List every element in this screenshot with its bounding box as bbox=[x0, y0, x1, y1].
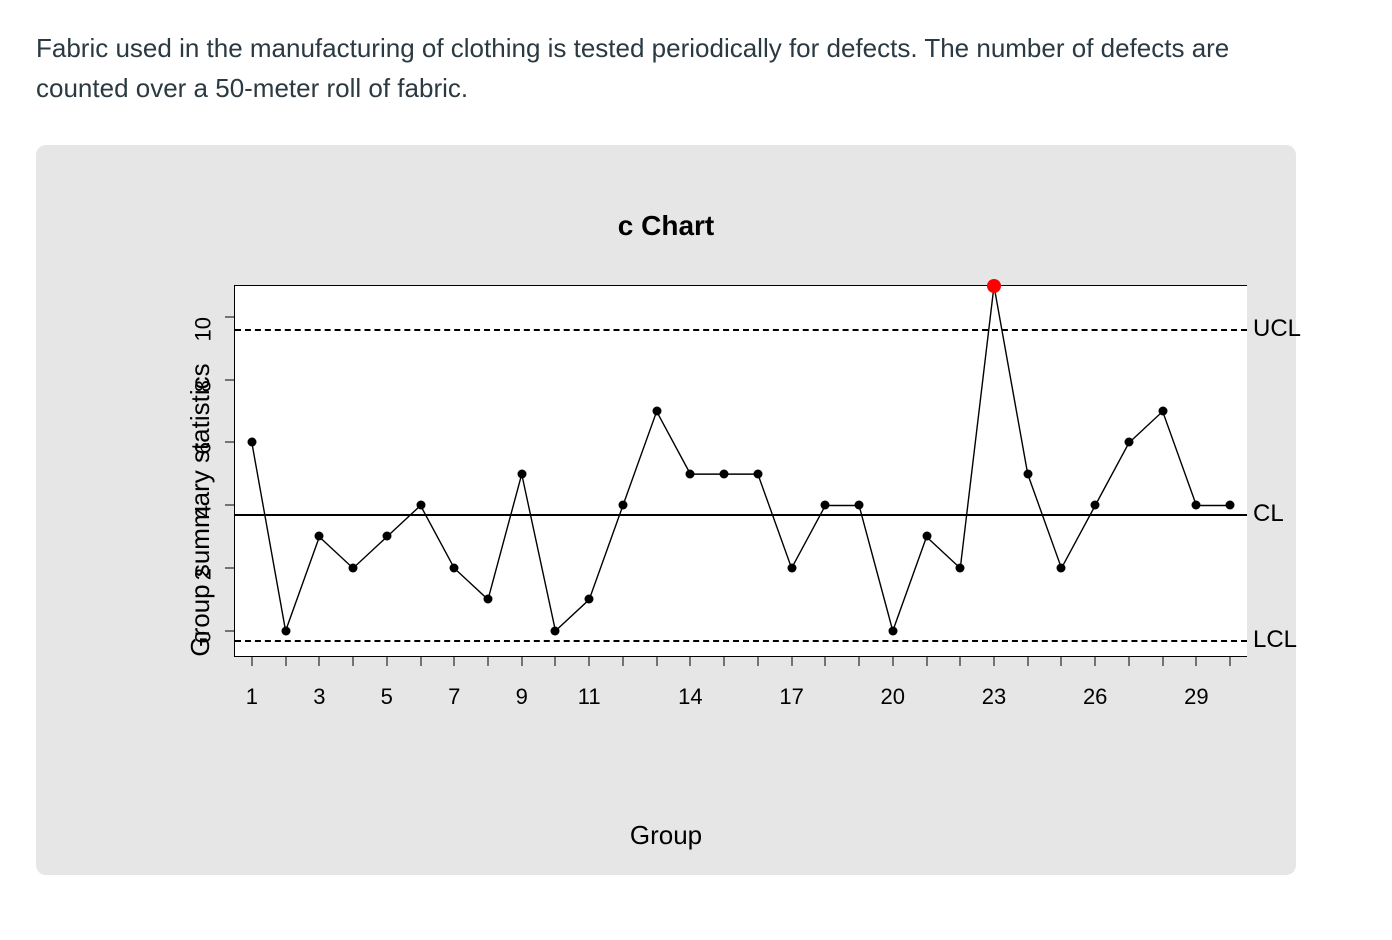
data-point bbox=[922, 532, 931, 541]
cl-label: CL bbox=[1253, 500, 1284, 528]
out-of-control-point bbox=[987, 279, 1001, 293]
y-tick-mark bbox=[225, 379, 235, 380]
data-point bbox=[382, 532, 391, 541]
data-point bbox=[1192, 501, 1201, 510]
data-point bbox=[753, 469, 762, 478]
data-point bbox=[484, 595, 493, 604]
x-tick-mark bbox=[960, 656, 961, 666]
x-tick-mark bbox=[622, 656, 623, 666]
x-tick-mark bbox=[892, 656, 893, 666]
series-line bbox=[252, 286, 1230, 631]
x-tick-label: 14 bbox=[678, 684, 702, 710]
chart-title-line1: c Chart bbox=[618, 210, 714, 241]
x-tick-mark bbox=[859, 656, 860, 666]
x-tick-label: 17 bbox=[779, 684, 803, 710]
data-point bbox=[1226, 501, 1235, 510]
x-tick-mark bbox=[791, 656, 792, 666]
y-tick-mark bbox=[225, 630, 235, 631]
x-tick-mark bbox=[1196, 656, 1197, 666]
x-tick-mark bbox=[353, 656, 354, 666]
y-tick-label: 8 bbox=[190, 380, 216, 392]
data-point bbox=[416, 501, 425, 510]
data-point bbox=[517, 469, 526, 478]
x-tick-mark bbox=[656, 656, 657, 666]
x-tick-label: 29 bbox=[1184, 684, 1208, 710]
data-point bbox=[618, 501, 627, 510]
y-tick-mark bbox=[225, 567, 235, 568]
data-point bbox=[787, 563, 796, 572]
y-tick-mark bbox=[225, 316, 235, 317]
data-point bbox=[281, 626, 290, 635]
y-tick-label: 6 bbox=[190, 442, 216, 454]
x-tick-mark bbox=[420, 656, 421, 666]
data-point bbox=[1023, 469, 1032, 478]
data-point bbox=[720, 469, 729, 478]
x-tick-mark bbox=[690, 656, 691, 666]
data-point bbox=[1057, 563, 1066, 572]
x-tick-mark bbox=[825, 656, 826, 666]
x-tick-mark bbox=[521, 656, 522, 666]
x-tick-mark bbox=[251, 656, 252, 666]
data-point bbox=[450, 563, 459, 572]
x-tick-mark bbox=[1230, 656, 1231, 666]
x-tick-mark bbox=[488, 656, 489, 666]
x-tick-mark bbox=[1162, 656, 1163, 666]
data-point bbox=[551, 626, 560, 635]
data-point bbox=[349, 563, 358, 572]
x-axis-title: Group bbox=[36, 820, 1296, 851]
plot-area: 02468101357911141720232629UCLCLLCL bbox=[234, 285, 1247, 657]
x-tick-mark bbox=[386, 656, 387, 666]
x-tick-mark bbox=[1128, 656, 1129, 666]
x-tick-label: 26 bbox=[1083, 684, 1107, 710]
data-point bbox=[1124, 438, 1133, 447]
lcl-label: LCL bbox=[1253, 626, 1297, 654]
x-tick-mark bbox=[285, 656, 286, 666]
data-point bbox=[821, 501, 830, 510]
y-tick-label: 0 bbox=[190, 631, 216, 643]
lcl-line bbox=[235, 640, 1247, 642]
x-tick-mark bbox=[724, 656, 725, 666]
data-point bbox=[855, 501, 864, 510]
x-tick-mark bbox=[589, 656, 590, 666]
x-tick-label: 5 bbox=[381, 684, 393, 710]
x-tick-mark bbox=[757, 656, 758, 666]
x-tick-mark bbox=[319, 656, 320, 666]
x-tick-label: 3 bbox=[313, 684, 325, 710]
x-tick-mark bbox=[1061, 656, 1062, 666]
x-tick-mark bbox=[1027, 656, 1028, 666]
x-tick-mark bbox=[454, 656, 455, 666]
x-tick-mark bbox=[994, 656, 995, 666]
x-tick-label: 11 bbox=[578, 684, 601, 710]
data-point bbox=[956, 563, 965, 572]
y-tick-label: 10 bbox=[190, 317, 216, 341]
data-point bbox=[247, 438, 256, 447]
ucl-label: UCL bbox=[1253, 315, 1301, 343]
data-point bbox=[315, 532, 324, 541]
plot-svg bbox=[235, 286, 1247, 656]
data-point bbox=[585, 595, 594, 604]
ucl-line bbox=[235, 329, 1247, 331]
x-tick-mark bbox=[926, 656, 927, 666]
intro-text: Fabric used in the manufacturing of clot… bbox=[36, 28, 1316, 109]
cl-line bbox=[235, 514, 1247, 516]
x-tick-label: 23 bbox=[982, 684, 1006, 710]
x-tick-label: 20 bbox=[881, 684, 905, 710]
page: Fabric used in the manufacturing of clot… bbox=[0, 0, 1392, 903]
data-point bbox=[1091, 501, 1100, 510]
y-tick-label: 2 bbox=[190, 568, 216, 580]
data-point bbox=[888, 626, 897, 635]
y-tick-mark bbox=[225, 442, 235, 443]
x-tick-mark bbox=[1095, 656, 1096, 666]
data-point bbox=[1158, 407, 1167, 416]
x-tick-mark bbox=[555, 656, 556, 666]
data-point bbox=[652, 407, 661, 416]
x-tick-label: 7 bbox=[448, 684, 460, 710]
data-point bbox=[686, 469, 695, 478]
x-tick-label: 1 bbox=[246, 684, 258, 710]
y-tick-label: 4 bbox=[190, 505, 216, 517]
y-tick-mark bbox=[225, 505, 235, 506]
c-chart-panel: c Chart for Fabric Defects Group summary… bbox=[36, 145, 1296, 875]
x-tick-label: 9 bbox=[516, 684, 528, 710]
